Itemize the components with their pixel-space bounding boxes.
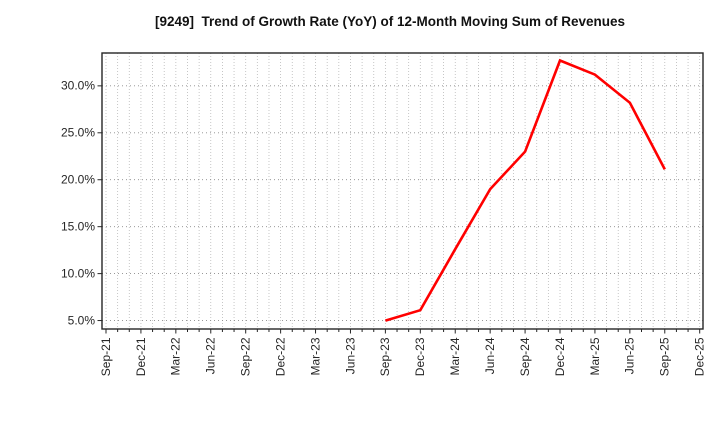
- x-tick-label: Sep-22: [239, 337, 253, 376]
- x-tick-label: Dec-23: [413, 337, 427, 376]
- x-tick-label: Mar-23: [308, 337, 322, 375]
- chart-title: [9249] Trend of Growth Rate (YoY) of 12-…: [154, 14, 626, 29]
- x-tick-label: Jun-24: [483, 337, 497, 374]
- series-line-growth-rate: [385, 58, 666, 322]
- x-tick-label: Jun-23: [343, 337, 357, 374]
- x-tick-label: Jun-22: [204, 337, 218, 374]
- y-tick-label: 5.0%: [68, 313, 96, 327]
- y-tick-label: 25.0%: [61, 126, 95, 140]
- x-tick-label: Sep-23: [378, 337, 392, 376]
- y-tick-label: 20.0%: [61, 173, 95, 187]
- x-tick-label: Mar-25: [588, 337, 602, 375]
- x-tick-label: Jun-25: [623, 337, 637, 374]
- y-tick-label: 10.0%: [61, 266, 95, 280]
- x-tick-label: Dec-25: [693, 337, 707, 376]
- y-tick-label: 30.0%: [61, 79, 95, 93]
- x-tick-label: Mar-22: [169, 337, 183, 375]
- x-tick-label: Dec-24: [553, 337, 567, 376]
- x-tick-label: Mar-24: [448, 337, 462, 375]
- x-tick-label: Sep-25: [658, 337, 672, 376]
- x-tick-label: Sep-21: [99, 337, 113, 376]
- x-tick-label: Dec-21: [134, 337, 148, 376]
- x-tick-label: Dec-22: [273, 337, 287, 376]
- x-tick-label: Sep-24: [518, 337, 532, 376]
- y-tick-label: 15.0%: [61, 220, 95, 234]
- plot-border: [101, 52, 704, 330]
